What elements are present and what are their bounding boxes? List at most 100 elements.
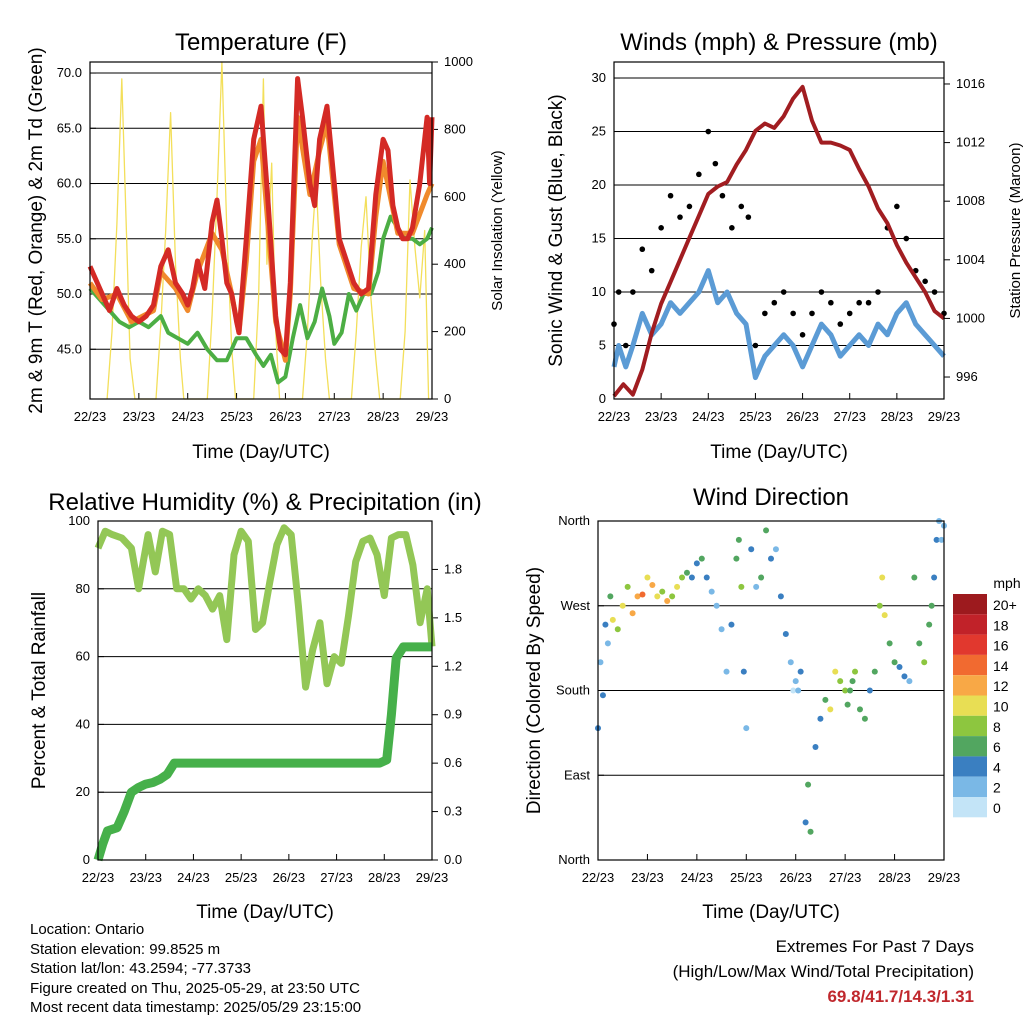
direction-point — [787, 659, 794, 666]
gust-point — [615, 289, 622, 295]
temperature-ytick-label: 65.0 — [57, 120, 82, 135]
temperature-xtick-label: 22/23 — [74, 409, 107, 424]
speed-legend-title: mph — [993, 575, 1020, 591]
winds-ytick-right-label: 1012 — [956, 135, 985, 150]
direction-point — [659, 588, 666, 595]
gust-point — [790, 310, 796, 317]
direction-xtick-label: 23/23 — [631, 870, 664, 885]
gust-point — [865, 299, 872, 306]
temperature-ytick-label: 45.0 — [57, 341, 82, 356]
temperature-ylabel-right: Solar Insolation (Yellow) — [489, 150, 506, 310]
direction-point — [916, 640, 923, 647]
temperature-ytick-right-label: 600 — [444, 189, 466, 204]
direction-point — [891, 659, 898, 666]
humidity-xtick-label: 22/23 — [82, 870, 115, 885]
gust-point — [809, 310, 815, 317]
direction-point — [852, 668, 859, 675]
humidity-ytick-label: 60 — [76, 649, 90, 664]
humidity-line — [94, 524, 436, 691]
temperature-xlabel: Time (Day/UTC) — [192, 442, 330, 463]
direction-point — [938, 536, 945, 543]
direction-point — [772, 546, 779, 553]
direction-point — [743, 725, 750, 732]
direction-point — [812, 744, 819, 750]
direction-point — [817, 715, 824, 722]
direction-ytick-label: North — [558, 513, 590, 528]
direction-xtick-label: 26/23 — [779, 870, 812, 885]
direction-point — [931, 574, 938, 581]
gust-point — [622, 342, 629, 349]
humidity-ytick-right-label: 1.5 — [444, 610, 462, 625]
direction-point — [768, 555, 774, 562]
gust-point — [931, 289, 938, 295]
humidity-xtick-label: 25/23 — [225, 870, 258, 885]
winds-ytick-right-label: 1016 — [956, 76, 985, 91]
direction-point — [664, 598, 671, 605]
direction-point — [619, 602, 626, 609]
speed-legend-label: 12 — [993, 678, 1009, 694]
direction-point — [644, 574, 651, 581]
direction-point — [896, 663, 903, 670]
winds-ytick-label: 5 — [599, 338, 606, 353]
direction-point — [871, 668, 878, 675]
direction-point — [886, 640, 893, 647]
speed-legend-label: 20+ — [993, 597, 1017, 613]
gust-point — [799, 332, 806, 338]
direction-point — [849, 678, 856, 685]
direction-point — [782, 631, 789, 637]
direction-point — [792, 678, 799, 685]
winds-xtick-label: 29/23 — [928, 409, 961, 424]
gust-point — [719, 192, 726, 199]
temperature-ytick-right-label: 0 — [444, 391, 451, 406]
direction-point — [683, 569, 690, 576]
direction-point — [669, 593, 676, 600]
direction-point — [708, 588, 715, 595]
speed-legend-swatch — [953, 654, 987, 676]
direction-point — [790, 687, 797, 694]
humidity-ytick-label: 80 — [76, 581, 90, 596]
direction-point — [740, 668, 747, 675]
winds-xlabel: Time (Day/UTC) — [710, 442, 848, 463]
gust-point — [828, 299, 834, 306]
extremes-title: Extremes For Past 7 Days — [775, 937, 974, 956]
station-info: Location: Ontario Station elevation: 99.… — [30, 920, 361, 1018]
speed-legend-swatch — [953, 695, 987, 716]
direction-point — [634, 593, 641, 600]
humidity-xlabel: Time (Day/UTC) — [196, 902, 334, 923]
humidity-xtick-label: 27/23 — [320, 870, 353, 885]
winds-border — [613, 61, 945, 400]
speed-legend: mph 20+ 18 16 14 12 10 8 6 4 2 0 — [953, 575, 1021, 818]
direction-point — [928, 602, 935, 609]
speed-legend-swatch — [953, 614, 987, 635]
winds-ytick-right-label: 1004 — [956, 252, 985, 267]
temperature-xtick-label: 26/23 — [269, 409, 302, 424]
direction-ytick-label: West — [561, 598, 591, 613]
winds-ytick-label: 30 — [592, 70, 606, 85]
direction-point — [901, 673, 908, 680]
temperature-ytick-label: 50.0 — [57, 286, 82, 301]
direction-point — [881, 612, 888, 619]
winds-ytick-right-label: 1000 — [956, 310, 985, 325]
humidity-title: Relative Humidity (%) & Precipitation (i… — [48, 489, 481, 516]
direction-point — [753, 583, 760, 590]
humidity-xtick-label: 23/23 — [129, 870, 162, 885]
winds-ytick-label: 20 — [592, 177, 606, 192]
temperature-xtick-label: 23/23 — [123, 409, 156, 424]
humidity-xtick-label: 24/23 — [177, 870, 210, 885]
direction-point — [763, 527, 770, 534]
temperature-title: Temperature (F) — [175, 29, 347, 56]
direction-point — [933, 536, 940, 543]
speed-legend-label: 4 — [993, 759, 1001, 775]
direction-point — [842, 687, 849, 694]
winds-xtick-label: 26/23 — [786, 409, 819, 424]
winds-xtick-label: 23/23 — [645, 409, 678, 424]
winds-xtick-label: 25/23 — [739, 409, 772, 424]
gust-point — [696, 171, 702, 178]
gust-point — [856, 299, 862, 306]
winds-xtick-label: 27/23 — [833, 409, 866, 424]
humidity-ytick-label: 0 — [83, 852, 90, 867]
direction-point — [674, 583, 681, 590]
direction-point — [688, 574, 695, 581]
temperature-ytick-right-label: 1000 — [444, 54, 473, 69]
temperature-xtick-label: 28/23 — [367, 409, 400, 424]
